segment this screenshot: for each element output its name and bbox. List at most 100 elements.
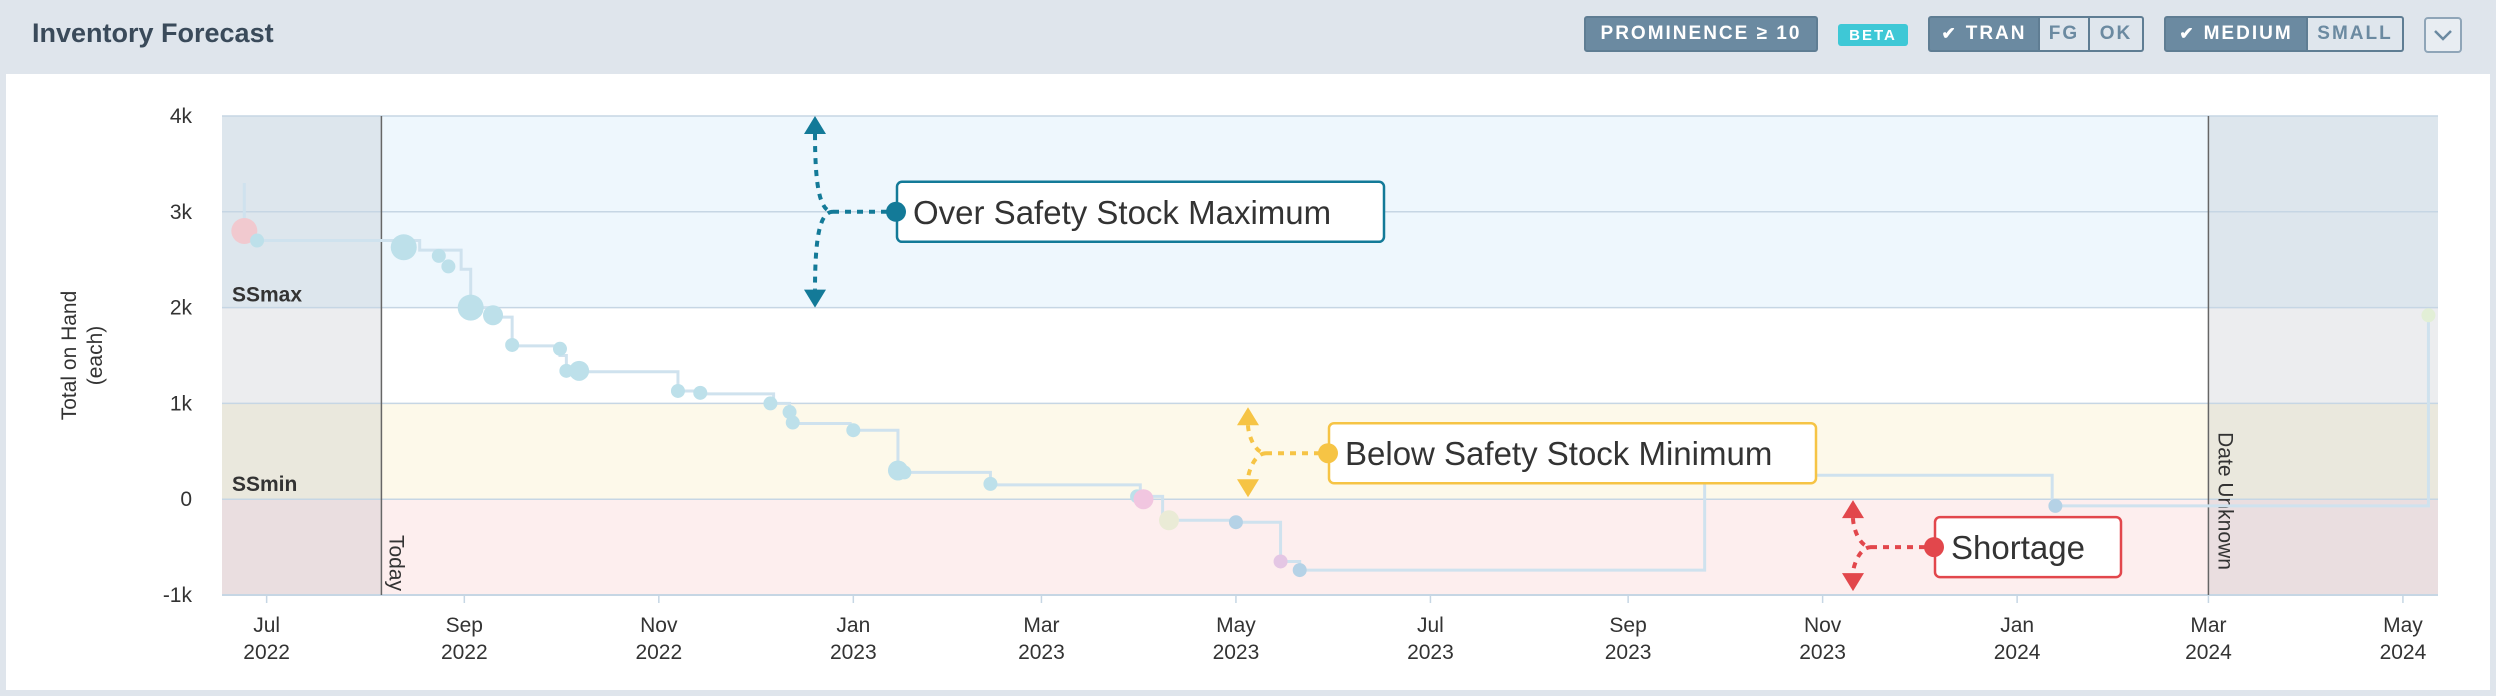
x-tick-month: Jul [1417,614,1444,637]
arrow-up-icon [1842,500,1864,519]
size-filter-medium-label: MEDIUM [2203,23,2293,44]
size-filter-small[interactable]: SMALL [2308,16,2404,52]
check-icon: ✔ [2179,24,2196,43]
y-tick-label: 2k [170,297,193,320]
callout-shortage-label: Shortage [1951,529,2085,566]
y-tick-label: 1k [170,392,193,415]
type-filter-ok[interactable]: OK [2090,16,2144,52]
inventory-event-point[interactable] [569,360,590,381]
x-tick-year: 2023 [1407,641,1454,664]
inventory-event-point[interactable] [552,341,567,356]
y-axis-label-line: (each) [84,326,107,386]
x-tick-month: Mar [1023,614,1059,637]
inventory-event-point[interactable] [1228,515,1243,530]
chart-header: Inventory Forecast PROMINENCE ≥ 10 BETA … [0,0,2496,72]
inventory-event-point[interactable] [670,383,685,398]
inventory-event-point[interactable] [782,405,797,420]
x-tick-year: 2023 [1213,641,1260,664]
arrow-down-icon [1237,479,1259,498]
x-tick-year: 2024 [2380,641,2427,664]
inventory-event-point[interactable] [785,415,800,430]
collapse-button[interactable] [2424,17,2462,53]
callout-shortage: Shortage [1842,500,2123,592]
y-tick-label: 4k [170,105,193,128]
inventory-event-point[interactable] [1158,510,1179,531]
callout-below-ss-min-arrow-path [1246,425,1267,480]
past-region-shade [222,116,382,595]
x-tick-year: 2024 [1994,641,2041,664]
type-filter-tran-label: TRAN [1965,23,2027,44]
prominence-filter-button[interactable]: PROMINENCE ≥ 10 [1584,16,1818,52]
arrow-up-icon [804,116,826,134]
size-filter-medium[interactable]: ✔ MEDIUM [2164,16,2308,52]
callout-shortage-dot [1924,537,1944,558]
type-filter-fg[interactable]: FG [2040,16,2090,52]
arrow-down-icon [804,289,826,308]
inventory-event-point[interactable] [1133,489,1154,510]
type-filter-tran[interactable]: ✔ TRAN [1928,16,2040,52]
chart-title: Inventory Forecast [32,18,274,48]
ss-max-label: SSmax [232,284,302,307]
inventory-event-point[interactable] [483,305,504,326]
inventory-event-point[interactable] [441,259,456,274]
ss-min-label: SSmin [232,473,297,496]
arrow-down-icon [1842,573,1864,592]
today-marker-label: Today [384,535,407,592]
arrow-up-icon [1237,407,1259,426]
x-tick-month: Sep [446,614,483,637]
inventory-event-point[interactable] [897,465,912,480]
inventory-event-point[interactable] [693,385,708,400]
type-filter-ok-label: OK [2099,23,2133,44]
type-filter-fg-label: FG [2048,23,2080,44]
inventory-event-point[interactable] [983,476,998,491]
x-tick-month: Nov [640,614,678,637]
x-tick-year: 2022 [441,641,488,664]
x-tick-year: 2023 [1799,641,1846,664]
x-tick-month: May [1216,614,1256,637]
inventory-event-point[interactable] [763,396,778,411]
inventory-event-point[interactable] [431,248,446,263]
x-tick-year: 2023 [830,641,877,664]
y-tick-label: 3k [170,201,193,224]
inventory-event-point[interactable] [457,294,484,321]
x-tick-year: 2022 [243,641,290,664]
date-unknown-marker-label: Date Unknown [2213,432,2236,570]
x-tick-year: 2023 [1018,641,1065,664]
inventory-event-point[interactable] [1273,554,1288,569]
inventory-event-point[interactable] [2421,308,2436,323]
inventory-event-point[interactable] [390,234,417,261]
beta-badge-label: BETA [1849,26,1897,44]
x-tick-year: 2023 [1605,641,1652,664]
check-icon: ✔ [1941,24,1958,43]
inventory-event-point[interactable] [250,233,265,248]
y-axis-label: Total on Hand (each) [58,291,107,421]
x-tick-month: Jul [253,614,280,637]
x-tick-month: Sep [1609,614,1646,637]
beta-badge: BETA [1838,24,1908,46]
inventory-event-point[interactable] [505,337,520,352]
y-tick-label: 0 [180,488,192,511]
x-tick-month: Jan [2000,614,2034,637]
inventory-event-point[interactable] [1292,563,1307,578]
x-tick-month: Mar [2190,614,2226,637]
prominence-filter-label: PROMINENCE ≥ 10 [1600,23,1802,44]
size-filter-group: ✔ MEDIUM SMALL [2164,16,2404,52]
x-tick-month: May [2383,614,2423,637]
callout-below-ss-min-label: Below Safety Stock Minimum [1345,435,1772,472]
callout-over-ss-max-dot [886,201,906,222]
callout-over-ss-max-label: Over Safety Stock Maximum [913,194,1331,231]
type-filter-group: ✔ TRAN FG OK [1928,16,2144,52]
inventory-event-point[interactable] [2048,498,2063,513]
callout-over-ss-max: Over Safety Stock Maximum [804,116,1386,308]
date-unknown-region-shade [2208,116,2438,595]
x-tick-year: 2022 [635,641,682,664]
inventory-event-point[interactable] [846,423,861,438]
x-tick-month: Jan [836,614,870,637]
y-axis-label-line: Total on Hand [58,291,81,421]
size-filter-small-label: SMALL [2317,23,2393,44]
chevron-down-icon [2434,30,2452,41]
x-tick-month: Nov [1804,614,1842,637]
x-tick-year: 2024 [2185,641,2232,664]
callout-below-ss-min: Below Safety Stock Minimum [1237,407,1818,498]
